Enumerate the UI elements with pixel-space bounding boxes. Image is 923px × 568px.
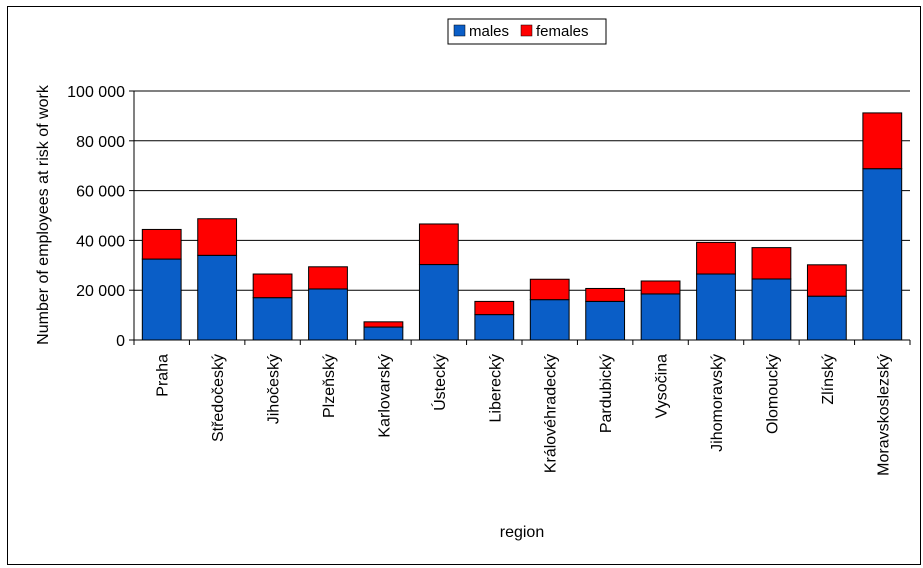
y-tick-label: 80 000	[76, 134, 125, 151]
x-tick-label: Jihočeský	[266, 354, 283, 424]
bar-females-10	[640, 280, 681, 295]
x-tick-label: Karlovarský	[376, 354, 393, 438]
bars	[141, 112, 903, 341]
x-tick-label: Plzeňský	[321, 354, 338, 418]
x-tick-label: Olomoucký	[764, 354, 781, 434]
bar-females-1	[141, 228, 182, 260]
bar-females-9	[585, 287, 626, 302]
bar-males-12	[751, 278, 792, 341]
bar-males-9	[585, 300, 626, 341]
legend-label-females: females	[536, 23, 589, 40]
y-tick-label: 0	[116, 333, 125, 350]
legend-swatch-females	[520, 24, 533, 37]
x-tick-label: Pardubický	[598, 354, 615, 433]
x-tick-label: Zlínský	[820, 354, 837, 405]
bar-males-14	[862, 168, 903, 341]
bar-males-3	[252, 297, 293, 341]
gridlines	[129, 90, 911, 345]
x-tick-label: Jihomoravský	[709, 354, 726, 452]
x-tick-labels: Praha Středočeský Jihočeský Plzeňský Karlova…	[155, 354, 893, 476]
bar-males-7	[474, 314, 515, 341]
bar-females-14	[862, 112, 903, 170]
x-tick-label: Moravskoslezský	[875, 354, 892, 476]
bar-females-8	[529, 278, 570, 301]
x-axis-title: region	[500, 524, 544, 541]
legend: males females	[447, 18, 607, 45]
bar-females-3	[252, 273, 293, 299]
axes	[133, 91, 910, 341]
legend-label-males: males	[469, 23, 509, 40]
y-tick-label: 20 000	[76, 283, 125, 300]
bar-females-7	[474, 300, 515, 316]
bar-females-4	[308, 266, 348, 290]
y-tick-labels: 0 20 000 40 000 60 000 80 000 100 000	[67, 84, 125, 350]
bar-females-11	[696, 241, 736, 275]
x-tick-label: Liberecký	[487, 354, 504, 422]
legend-swatch-males	[453, 24, 466, 37]
bar-males-2	[197, 254, 238, 341]
x-tick-label: Středočeský	[210, 354, 227, 442]
bar-males-1	[141, 258, 182, 341]
bar-males-10	[640, 293, 681, 341]
bar-females-13	[806, 264, 847, 297]
x-tick-label: Praha	[155, 354, 172, 397]
x-tick-label: Vysočina	[654, 354, 671, 418]
x-tick-label: Ústecký	[430, 354, 449, 411]
bar-males-4	[308, 288, 348, 341]
bar-males-8	[529, 299, 570, 341]
y-tick-label: 60 000	[76, 184, 125, 201]
bar-males-6	[418, 264, 459, 341]
bar-females-6	[418, 223, 459, 266]
y-tick-label: 40 000	[76, 233, 125, 250]
bar-females-5	[363, 321, 404, 328]
bar-females-2	[197, 218, 238, 256]
bar-males-5	[363, 326, 404, 341]
y-axis-title: Number of employees at risk of work	[35, 84, 52, 345]
y-tick-label: 100 000	[67, 84, 125, 101]
bar-males-13	[806, 295, 847, 341]
bar-females-12	[751, 247, 792, 280]
x-tick-label: Královéhradecký	[543, 354, 560, 473]
bar-males-11	[696, 273, 736, 341]
